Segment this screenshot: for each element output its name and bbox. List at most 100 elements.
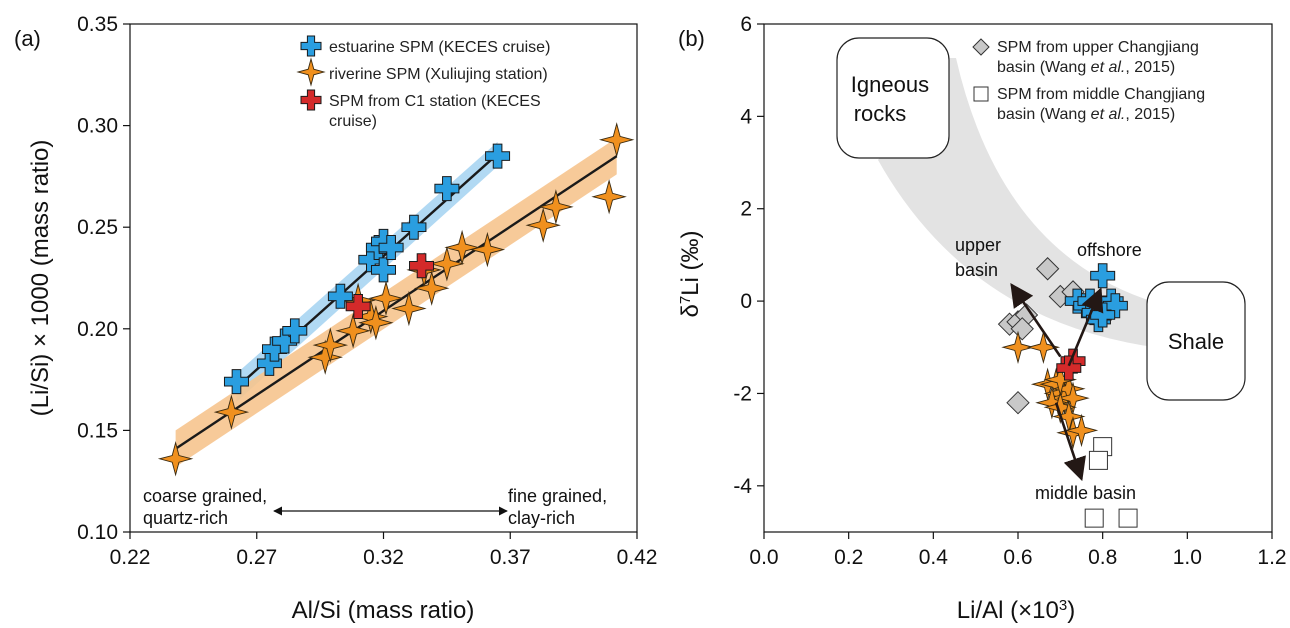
panel-a-y-tick-label: 0.15 (77, 419, 118, 442)
panel-a-point-s2-1 (409, 253, 435, 279)
panel-b-y-tick-label: 6 (740, 13, 752, 36)
panel-a-y-tick-label: 0.10 (77, 521, 118, 544)
middle-basin-label: middle basin (1035, 483, 1136, 503)
legend-riverine-symbol (296, 57, 326, 87)
panel-b-point-s1-12 (1064, 413, 1099, 448)
panel-b-x-tick-label: 0.4 (919, 546, 949, 569)
panel-a-point-s0-9 (371, 257, 396, 283)
panel-a-point-s0-4 (282, 318, 308, 344)
panel-a-legend: estuarine SPM (KECES cruise) riverine SP… (296, 35, 550, 130)
panel-a-y-tick-label: 0.30 (77, 115, 118, 138)
panel-a-point-s1-2 (307, 339, 343, 375)
panel-b-y-tick-label: 2 (740, 198, 752, 221)
panel-b-point-s0-0 (1090, 263, 1116, 289)
upper-basin-line1: upper (955, 235, 1001, 255)
trend-arrow-1 (1067, 287, 1104, 367)
shale-label: Shale (1168, 329, 1224, 354)
panel-b-point-s4-2 (1084, 508, 1104, 528)
fit-line-1 (174, 155, 618, 450)
panel-b-x-tick-label: 1.0 (1173, 546, 1202, 569)
panel-b-y-axis-title: δ7Li (‰) (677, 230, 705, 317)
panel-a-point-s1-12 (429, 246, 465, 282)
igneous-label-line1: Igneous (851, 72, 929, 97)
panel-a-point-s1-17 (591, 178, 627, 215)
igneous-rocks-label: Igneous rocks (851, 72, 935, 126)
panel-a-point-s1-14 (469, 231, 506, 268)
igneous-rocks-box (836, 37, 950, 159)
panel-a-point-s2-0 (345, 293, 371, 319)
panel-b-point-s4-3 (1118, 508, 1138, 528)
panel-a-y-tick-label: 0.35 (77, 13, 118, 36)
panel-a-point-s1-13 (444, 229, 480, 266)
panel-a-points (157, 122, 635, 477)
panel-a-point-s1-4 (335, 313, 371, 349)
legend-upper-basin-line2a: basin (Wang (997, 59, 1091, 76)
panel-b-legend: SPM from upper Changjiang basin (Wang et… (972, 38, 1210, 123)
panel-a-point-s1-8 (368, 280, 404, 317)
legend-c1-marker (300, 89, 322, 111)
panel-a-point-s1-3 (312, 327, 349, 363)
upper-basin-label: upper basin (955, 235, 1006, 280)
panel-b-x-axis-title: Li/Al (×103) (957, 597, 1075, 625)
legend-estuarine-symbol (300, 35, 322, 57)
panel-b-point-s3-0 (1035, 257, 1060, 281)
panel-b-x-axis-title-sup: 3 (1059, 597, 1067, 614)
fine-grained-label: fine grained, clay-rich (508, 486, 612, 528)
panel-b-point-s3-6 (1010, 317, 1034, 341)
panel-b-point-s1-7 (1056, 381, 1090, 415)
panel-a-point-s0-10 (378, 235, 404, 261)
legend-upper-basin-line2c: , 2015) (1125, 59, 1175, 76)
panel-b-y-axis-title-end: Li (‰) (677, 230, 704, 295)
panel-b-points (997, 257, 1138, 528)
panel-a-y-tick-label: 0.25 (77, 216, 118, 239)
panel-b-y-tick-label: 0 (740, 290, 752, 313)
legend-estuarine-marker (300, 35, 322, 57)
panel-a: (a) 0.22 0.27 0.32 0.37 0.42 0.10 0.15 0.20 0.25… (14, 13, 657, 624)
legend-middle-basin-line1: SPM from middle Changjiang (997, 86, 1205, 103)
coarse-grained-label: coarse grained, quartz-rich (143, 486, 272, 528)
panel-b-point-s4-1 (1088, 450, 1108, 470)
legend-upper-basin-label: SPM from upper Changjiang basin (Wang et… (997, 39, 1203, 76)
legend-middle-basin-label: SPM from middle Changjiang basin (Wang e… (997, 86, 1210, 123)
panel-a-point-s0-5 (327, 283, 353, 309)
legend-c1-label-line2: cruise) (329, 113, 377, 130)
panel-a-point-s0-0 (223, 369, 249, 395)
panel-a-point-s1-1 (213, 394, 250, 430)
panel-a-x-tick-label: 0.27 (236, 546, 277, 569)
panel-b-point-s3-7 (1006, 390, 1030, 415)
legend-middle-basin-marker (973, 86, 989, 102)
panel-a-point-s0-3 (272, 328, 298, 354)
panel-b-x-tick-label: 0.2 (834, 546, 863, 569)
legend-riverine-marker (296, 57, 326, 87)
panel-b-y-axis-title-sup: 7 (677, 296, 694, 304)
legend-c1-label-line1: SPM from C1 station (KECES (329, 93, 545, 110)
trend-arrow-2 (1054, 402, 1086, 482)
panel-b-label: (b) (678, 26, 705, 51)
panel-b-ticks: 0.0 0.2 0.4 0.6 0.8 1.0 1.2 -4 -2 0 2 4 6 (733, 13, 1286, 569)
panel-b-y-axis-title-delta: δ (677, 304, 704, 317)
legend-middle-basin-symbol (973, 86, 989, 102)
panel-b-x-axis-title-end: ) (1067, 597, 1075, 624)
upper-basin-line2: basin (955, 260, 998, 280)
panel-b-y-tick-label: -4 (733, 475, 752, 498)
trend-arrow-0 (1010, 282, 1062, 358)
panel-b-arrows (1010, 282, 1104, 482)
panel-b: (b) Igneous rocks Shale offshore upper b… (677, 13, 1287, 624)
shale-box (1146, 281, 1246, 401)
legend-c1-symbol (300, 89, 322, 111)
legend-middle-basin-et-al: et al. (1091, 106, 1126, 123)
igneous-label-line2: rocks (854, 101, 907, 126)
panel-b-y-tick-label: -2 (733, 382, 752, 405)
legend-upper-basin-symbol (972, 38, 990, 56)
panel-a-point-s1-9 (391, 290, 427, 327)
panel-a-point-s1-15 (525, 207, 561, 243)
fine-grained-line1: fine grained, (508, 486, 607, 506)
panel-a-x-tick-label: 0.22 (110, 546, 151, 569)
offshore-label: offshore (1077, 240, 1142, 260)
panel-b-x-tick-label: 1.2 (1257, 546, 1286, 569)
panel-a-point-s1-11 (413, 270, 450, 306)
panel-a-point-s0-11 (401, 214, 427, 240)
panel-a-point-s1-18 (598, 122, 635, 158)
panel-a-ticks: 0.22 0.27 0.32 0.37 0.42 0.10 0.15 0.20 0.25 0.30… (77, 13, 657, 569)
panel-a-x-tick-label: 0.42 (617, 546, 658, 569)
